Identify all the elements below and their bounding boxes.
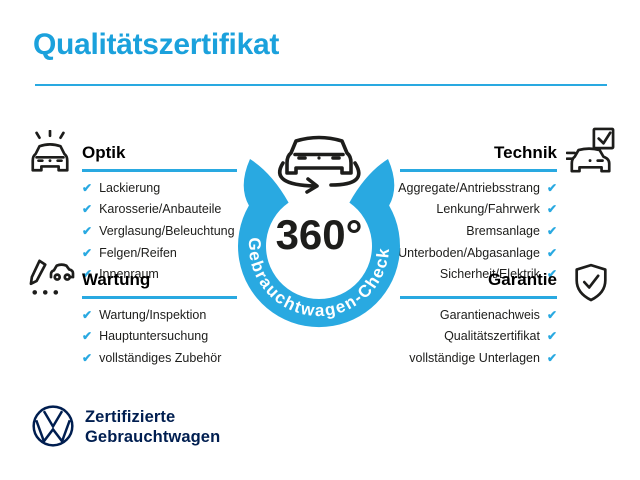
list-item: ✔ vollständiges Zubehör xyxy=(82,347,221,369)
optik-underline xyxy=(82,169,237,172)
list-item-label: Innenraum xyxy=(99,267,159,282)
list-item-label: Sicherheit/Elektrik xyxy=(439,267,540,282)
list-item-label: Lackierung xyxy=(99,180,161,195)
list-item: ✔ Hauptuntersuchung xyxy=(82,326,221,348)
vw-logo xyxy=(31,404,75,448)
list-item: Garantienachweis ✔ xyxy=(440,304,557,326)
check-icon: ✔ xyxy=(82,245,93,260)
shield-check-icon xyxy=(574,263,608,303)
garantie-list: Garantienachweis ✔ Qualitätszertifikat ✔ v… xyxy=(409,304,557,369)
service-checklist-icon xyxy=(27,257,75,301)
list-item-label: Aggregate/Antriebsstrang xyxy=(398,180,540,195)
section-header-optik: Optik xyxy=(82,143,126,162)
check-icon: ✔ xyxy=(546,245,557,260)
list-item-label: Unterboden/Abgasanlage xyxy=(398,245,540,260)
wartung-list: ✔ Wartung/Inspektion ✔ Hauptuntersuchung ✔… xyxy=(82,304,221,369)
list-item: ✔ Verglasung/Beleuchtung xyxy=(82,220,235,242)
check-icon: ✔ xyxy=(546,180,557,195)
check-icon: ✔ xyxy=(82,350,93,365)
check-icon: ✔ xyxy=(82,202,93,217)
list-item-label: Hauptuntersuchung xyxy=(99,329,209,344)
technik-list: Aggregate/Antriebsstrang ✔ Lenkung/Fahrwe… xyxy=(398,177,557,285)
list-item: ✔ Lackierung xyxy=(82,177,235,199)
list-item-label: Verglasung/Beleuchtung xyxy=(99,223,235,238)
check-icon: ✔ xyxy=(82,329,93,344)
list-item-label: vollständige Unterlagen xyxy=(409,350,540,365)
car-front-shine-icon xyxy=(27,130,73,176)
check-icon: ✔ xyxy=(546,202,557,217)
list-item-label: Lenkung/Fahrwerk xyxy=(436,202,540,217)
list-item-label: Qualitätszertifikat xyxy=(444,329,540,344)
list-item-label: Garantienachweis xyxy=(439,307,540,322)
car-rotation-icon xyxy=(277,135,361,194)
list-item-label: vollständiges Zubehör xyxy=(99,350,222,365)
list-item: Sicherheit/Elektrik ✔ xyxy=(440,263,557,285)
list-item: ✔ Wartung/Inspektion xyxy=(82,304,221,326)
list-item-label: Karosserie/Anbauteile xyxy=(99,202,222,217)
check-icon: ✔ xyxy=(82,223,93,238)
section-header-wartung: Wartung xyxy=(82,270,151,289)
check-icon: ✔ xyxy=(546,267,557,282)
check-icon: ✔ xyxy=(82,267,93,282)
list-item: vollständige Unterlagen ✔ xyxy=(409,347,557,369)
check-icon: ✔ xyxy=(546,350,557,365)
list-item-label: Wartung/Inspektion xyxy=(99,307,207,322)
brand-text: Zertifizierte Gebrauchtwagen xyxy=(85,407,220,447)
check-icon: ✔ xyxy=(546,223,557,238)
car-checkbox-icon xyxy=(566,127,616,175)
list-item: Qualitätszertifikat ✔ xyxy=(444,326,557,348)
brand-line1: Zertifizierte xyxy=(85,408,176,426)
list-item-label: Felgen/Reifen xyxy=(99,245,177,260)
list-item: Bremsanlage ✔ xyxy=(466,220,557,242)
section-header-garantie: Garantie xyxy=(488,270,557,289)
wartung-underline xyxy=(82,296,237,299)
list-item: ✔ Innenraum xyxy=(82,263,235,285)
check-icon: ✔ xyxy=(546,307,557,322)
list-item: ✔ Felgen/Reifen xyxy=(82,242,235,264)
page-title: Qualitätszertifikat xyxy=(33,28,280,61)
ring-360-graphic: Gebrauchtwagen-Check 360° xyxy=(233,113,405,333)
check-icon: ✔ xyxy=(546,329,557,344)
brand-line2: Gebrauchtwagen xyxy=(85,428,221,446)
ring-value: 360° xyxy=(276,211,363,258)
section-header-technik: Technik xyxy=(494,143,557,162)
header-rule xyxy=(35,84,607,86)
list-item-label: Bremsanlage xyxy=(466,223,540,238)
ring-shape xyxy=(238,159,400,328)
list-item: Lenkung/Fahrwerk ✔ xyxy=(436,199,557,221)
optik-list: ✔ Lackierung ✔ Karosserie/Anbauteile ✔ Verg… xyxy=(82,177,235,285)
check-icon: ✔ xyxy=(82,307,93,322)
garantie-underline xyxy=(400,296,557,299)
check-icon: ✔ xyxy=(82,180,93,195)
list-item: Aggregate/Antriebsstrang ✔ xyxy=(398,177,557,199)
list-item: Unterboden/Abgasanlage ✔ xyxy=(398,242,557,264)
list-item: ✔ Karosserie/Anbauteile xyxy=(82,199,235,221)
technik-underline xyxy=(400,169,557,172)
